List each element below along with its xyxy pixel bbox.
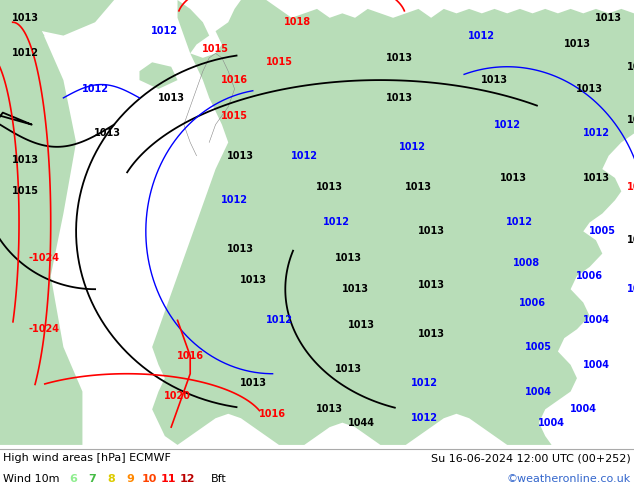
Text: 1015: 1015	[221, 111, 248, 121]
Text: 1005: 1005	[589, 226, 616, 236]
Text: 1004: 1004	[583, 316, 609, 325]
Text: 1013: 1013	[386, 93, 413, 103]
Text: 1015: 1015	[12, 186, 39, 196]
Text: 1013: 1013	[342, 284, 368, 294]
Text: 1013: 1013	[228, 151, 254, 161]
Text: 1013: 1013	[316, 182, 343, 192]
Text: 1018: 1018	[285, 17, 311, 27]
Text: 1013: 1013	[627, 62, 634, 72]
Text: 1013: 1013	[94, 128, 121, 139]
Text: 1013: 1013	[583, 173, 609, 183]
Text: 9: 9	[126, 474, 134, 484]
Text: 1013: 1013	[500, 173, 527, 183]
Text: 1008: 1008	[513, 258, 540, 268]
Text: -1024: -1024	[29, 253, 60, 263]
Text: 1012: 1012	[291, 151, 318, 161]
Text: ©weatheronline.co.uk: ©weatheronline.co.uk	[507, 474, 631, 484]
Text: 1013: 1013	[595, 13, 622, 23]
Text: 1013: 1013	[335, 253, 362, 263]
Text: 1004: 1004	[583, 360, 609, 370]
Text: 1012: 1012	[583, 128, 609, 139]
Text: 1012: 1012	[82, 84, 108, 94]
Text: 1013: 1013	[240, 378, 267, 388]
Text: 11: 11	[160, 474, 176, 484]
Text: Bft: Bft	[211, 474, 227, 484]
Text: 1012: 1012	[221, 195, 248, 205]
Text: 1013: 1013	[564, 40, 590, 49]
Text: 1006: 1006	[519, 297, 546, 308]
Text: Wind 10m: Wind 10m	[3, 474, 60, 484]
Polygon shape	[152, 0, 634, 445]
Polygon shape	[0, 0, 82, 445]
Text: 6: 6	[69, 474, 77, 484]
Text: 1044: 1044	[348, 417, 375, 428]
Text: 1013: 1013	[316, 404, 343, 415]
Text: 1015: 1015	[266, 57, 292, 67]
Text: 1004: 1004	[538, 417, 565, 428]
Text: 1012: 1012	[266, 316, 292, 325]
Text: 1013: 1013	[386, 53, 413, 63]
Text: 1013: 1013	[335, 364, 362, 374]
Text: 1015: 1015	[627, 182, 634, 192]
Text: 1006: 1006	[627, 284, 634, 294]
Text: 1006: 1006	[576, 271, 603, 281]
Text: -1024: -1024	[29, 324, 60, 334]
Text: 1013: 1013	[576, 84, 603, 94]
Text: 1005: 1005	[526, 342, 552, 352]
Text: 1012: 1012	[411, 378, 438, 388]
Text: 1012: 1012	[399, 142, 425, 152]
Text: 1013: 1013	[418, 226, 444, 236]
Text: 1013: 1013	[481, 75, 508, 85]
Text: 1013: 1013	[418, 329, 444, 339]
Text: 1016: 1016	[259, 409, 286, 419]
Text: 1013: 1013	[418, 280, 444, 290]
Text: 1013: 1013	[12, 13, 39, 23]
Text: 1016: 1016	[221, 75, 248, 85]
Text: 1013: 1013	[627, 235, 634, 245]
Text: 1012: 1012	[469, 30, 495, 41]
Text: 1004: 1004	[570, 404, 597, 415]
Text: 1013: 1013	[348, 320, 375, 330]
Text: 1013: 1013	[627, 115, 634, 125]
Text: High wind areas [hPa] ECMWF: High wind areas [hPa] ECMWF	[3, 453, 171, 464]
Text: 1013: 1013	[12, 155, 39, 165]
Text: 1013: 1013	[405, 182, 432, 192]
Text: 1013: 1013	[240, 275, 267, 285]
Text: 1016: 1016	[177, 351, 204, 361]
Text: 1012: 1012	[323, 218, 349, 227]
Text: 1012: 1012	[12, 49, 39, 58]
Polygon shape	[0, 0, 114, 36]
Polygon shape	[139, 62, 178, 89]
Text: 1013: 1013	[158, 93, 184, 103]
Text: 10: 10	[141, 474, 157, 484]
Text: 1020: 1020	[164, 391, 191, 401]
Text: 1012: 1012	[411, 413, 438, 423]
Text: 8: 8	[107, 474, 115, 484]
Polygon shape	[0, 67, 38, 133]
Text: 1012: 1012	[507, 218, 533, 227]
Text: 1012: 1012	[152, 26, 178, 36]
Text: 12: 12	[179, 474, 195, 484]
Polygon shape	[0, 9, 44, 62]
Text: 1013: 1013	[228, 244, 254, 254]
Text: 1015: 1015	[202, 44, 229, 54]
Text: 1004: 1004	[526, 387, 552, 396]
Text: Su 16-06-2024 12:00 UTC (00+252): Su 16-06-2024 12:00 UTC (00+252)	[431, 453, 631, 464]
Text: 7: 7	[88, 474, 96, 484]
Text: 1012: 1012	[494, 120, 521, 129]
